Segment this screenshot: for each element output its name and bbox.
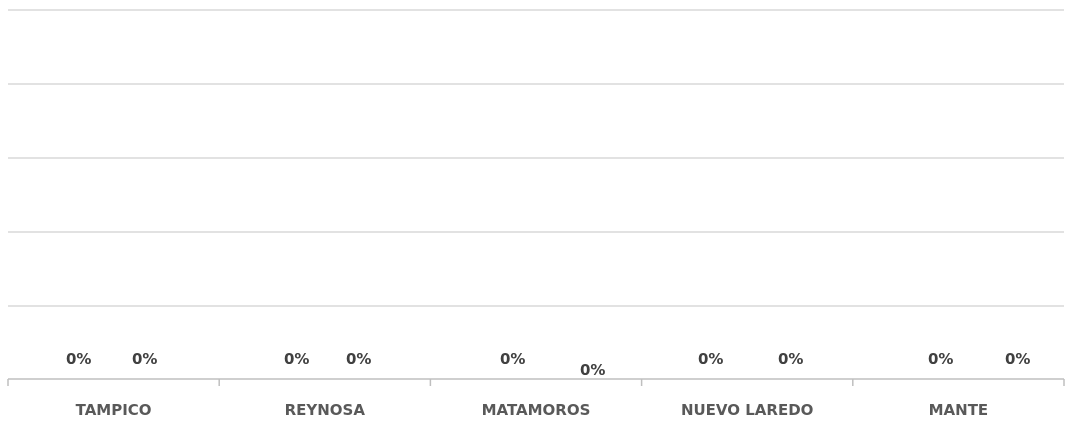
data-label-3-1: 0% xyxy=(778,350,803,368)
data-label-2-1: 0% xyxy=(580,361,605,379)
category-label-2: MATAMOROS xyxy=(482,401,591,418)
data-label-1-0: 0% xyxy=(284,350,309,368)
category-label-0: TAMPICO xyxy=(76,401,152,418)
data-label-0-1: 0% xyxy=(132,350,157,368)
data-label-4-0: 0% xyxy=(928,350,953,368)
category-label-1: REYNOSA xyxy=(285,401,366,418)
gridlines xyxy=(8,9,1064,307)
data-labels: 0% 0% 0% 0% 0% 0% 0% 0% 0% 0% xyxy=(66,350,1030,379)
data-label-1-1: 0% xyxy=(346,350,371,368)
category-labels: TAMPICO REYNOSA MATAMOROS NUEVO LAREDO MANTE xyxy=(76,401,989,419)
data-label-4-1: 0% xyxy=(1005,350,1030,368)
data-label-0-0: 0% xyxy=(66,350,91,368)
category-label-3: NUEVO LAREDO xyxy=(681,401,813,418)
data-label-2-0: 0% xyxy=(500,350,525,368)
x-axis xyxy=(7,378,1065,386)
category-label-4: MANTE xyxy=(929,401,989,418)
data-label-3-0: 0% xyxy=(698,350,723,368)
